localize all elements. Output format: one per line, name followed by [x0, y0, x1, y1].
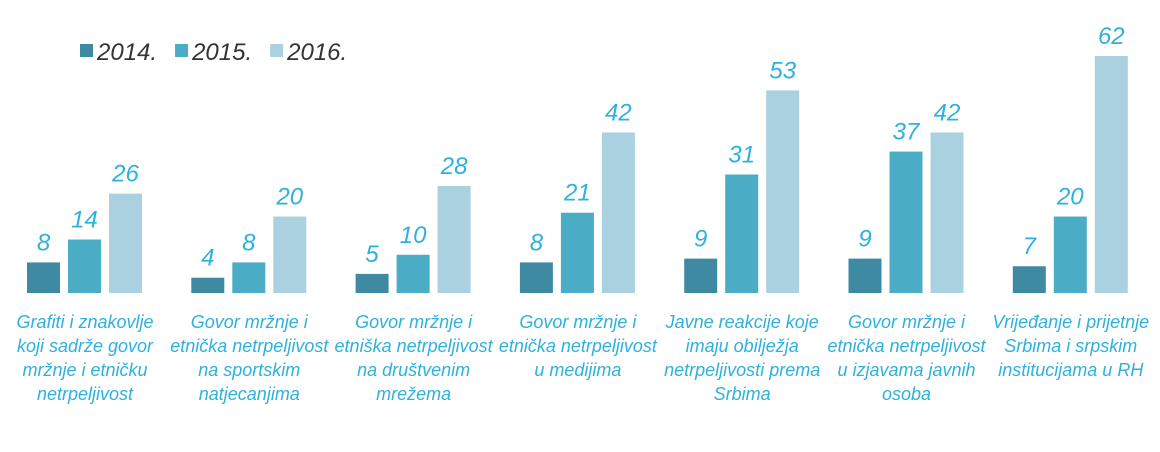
value-label: 14: [71, 206, 98, 233]
legend-swatch: [80, 44, 93, 57]
legend-label: 2016.: [286, 39, 347, 66]
bar: [109, 193, 142, 293]
value-label: 8: [530, 229, 544, 256]
value-label: 53: [769, 57, 796, 84]
category-label: Grafiti i znakovlje koji sadrže govor mr…: [16, 312, 154, 404]
value-label: 5: [365, 241, 379, 268]
legend-swatch: [175, 44, 189, 57]
value-label: 31: [728, 142, 755, 169]
value-label: 8: [242, 229, 256, 256]
bar: [396, 254, 430, 293]
bar: [930, 132, 964, 293]
bar: [1012, 266, 1046, 293]
value-label: 9: [694, 226, 707, 253]
value-label: 20: [1056, 184, 1084, 211]
value-label: 20: [275, 184, 303, 211]
value-label: 26: [111, 161, 139, 188]
bar: [560, 212, 594, 293]
value-label: 4: [201, 245, 214, 272]
category-label: Vrijeđanje i prijetnje Srbima i srpskim …: [992, 312, 1150, 380]
bar: [68, 239, 101, 293]
value-label: 21: [563, 180, 591, 207]
bar: [232, 262, 266, 293]
bar: [766, 90, 800, 293]
bar: [437, 185, 471, 293]
category-label: Govor mržnje i etnička netrpeljivost na …: [170, 312, 329, 404]
bar: [1094, 56, 1128, 293]
bar: [848, 258, 882, 293]
category-label: Govor mržnje i etniška netrpeljivost na …: [334, 312, 493, 404]
legend-label: 2015.: [191, 39, 252, 66]
value-label: 62: [1098, 23, 1125, 50]
bar: [191, 277, 225, 293]
value-label: 37: [893, 119, 921, 146]
value-label: 42: [934, 99, 961, 126]
value-label: 7: [1023, 233, 1038, 260]
value-label: 8: [37, 229, 51, 256]
bar: [519, 262, 553, 293]
bar: [1053, 216, 1087, 293]
value-label: 10: [400, 222, 427, 249]
bar: [684, 258, 718, 293]
category-label: Javne reakcije koje imaju obilježja netr…: [664, 312, 821, 404]
bar: [355, 273, 389, 293]
bar: [889, 151, 923, 293]
bar: [273, 216, 307, 293]
bar: [725, 174, 759, 293]
value-label: 28: [440, 153, 468, 180]
value-label: 42: [605, 99, 632, 126]
value-label: 9: [858, 226, 871, 253]
category-label: Govor mržnje i etnička netrpeljivost u i…: [827, 312, 986, 404]
bar: [27, 262, 60, 293]
bar: [601, 132, 635, 293]
legend-label: 2014.: [96, 39, 157, 66]
legend-swatch: [270, 44, 284, 57]
category-label: Govor mržnje i etnička netrpeljivost u m…: [498, 312, 657, 380]
